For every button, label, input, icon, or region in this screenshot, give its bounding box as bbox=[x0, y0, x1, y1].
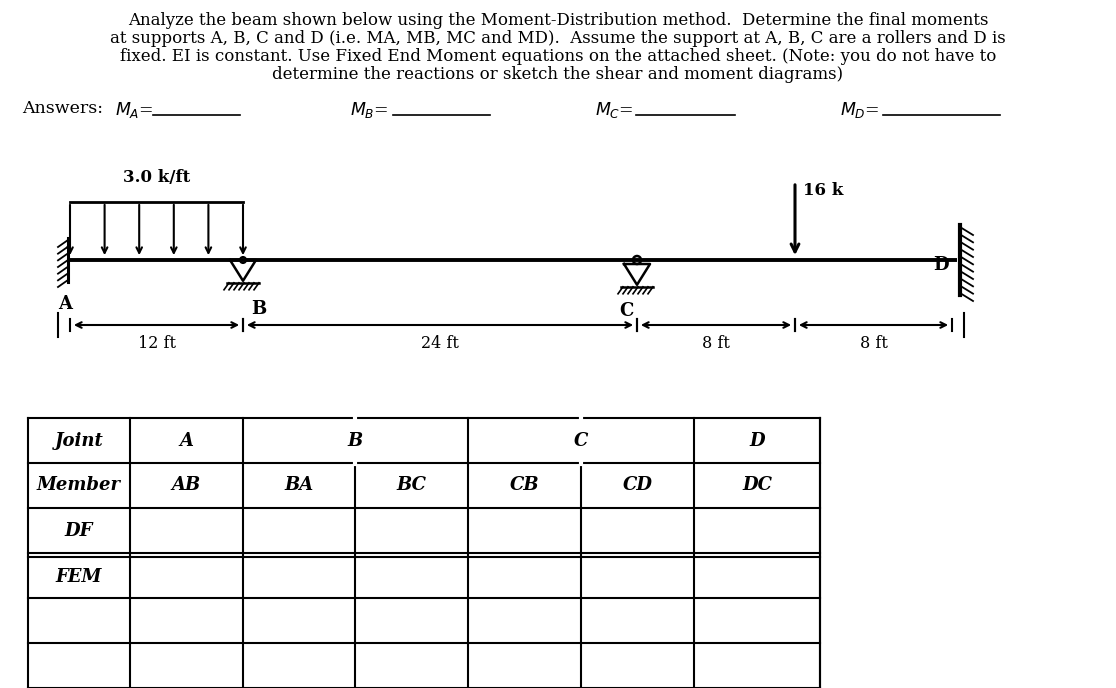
Text: Analyze the beam shown below using the Moment-Distribution method.  Determine th: Analyze the beam shown below using the M… bbox=[127, 12, 989, 29]
Text: 8 ft: 8 ft bbox=[859, 335, 887, 352]
Text: Joint: Joint bbox=[55, 431, 104, 449]
Text: $M_D$=: $M_D$= bbox=[840, 100, 879, 120]
Text: C: C bbox=[619, 302, 634, 320]
Text: 8 ft: 8 ft bbox=[702, 335, 730, 352]
Text: 12 ft: 12 ft bbox=[137, 335, 175, 352]
Text: C: C bbox=[574, 431, 588, 449]
Text: Answers:: Answers: bbox=[22, 100, 103, 117]
Text: A: A bbox=[180, 431, 193, 449]
Text: BC: BC bbox=[396, 477, 426, 495]
Text: A: A bbox=[58, 295, 73, 313]
Text: at supports A, B, C and D (i.e. MA, MB, MC and MD).  Assume the support at A, B,: at supports A, B, C and D (i.e. MA, MB, … bbox=[110, 30, 1006, 47]
Text: B: B bbox=[251, 300, 267, 318]
Text: 3.0 k/ft: 3.0 k/ft bbox=[123, 169, 190, 186]
Text: BA: BA bbox=[285, 477, 314, 495]
Text: 16 k: 16 k bbox=[804, 182, 844, 199]
Text: D: D bbox=[933, 256, 949, 274]
Text: determine the reactions or sketch the shear and moment diagrams): determine the reactions or sketch the sh… bbox=[272, 66, 844, 83]
Text: B: B bbox=[348, 431, 363, 449]
Text: AB: AB bbox=[172, 477, 201, 495]
Text: $M_B$=: $M_B$= bbox=[350, 100, 388, 120]
Text: CB: CB bbox=[510, 477, 539, 495]
Text: Member: Member bbox=[37, 477, 121, 495]
Text: 24 ft: 24 ft bbox=[421, 335, 459, 352]
Text: CD: CD bbox=[623, 477, 653, 495]
Text: DF: DF bbox=[65, 522, 94, 539]
Text: $M_A$=: $M_A$= bbox=[115, 100, 154, 120]
Text: $M_C$=: $M_C$= bbox=[595, 100, 634, 120]
Text: D: D bbox=[749, 431, 764, 449]
Text: DC: DC bbox=[742, 477, 772, 495]
Text: FEM: FEM bbox=[56, 568, 103, 586]
Text: fixed. EI is constant. Use Fixed End Moment equations on the attached sheet. (No: fixed. EI is constant. Use Fixed End Mom… bbox=[119, 48, 997, 65]
